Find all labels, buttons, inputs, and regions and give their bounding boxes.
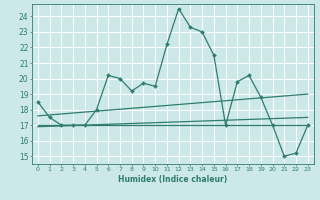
X-axis label: Humidex (Indice chaleur): Humidex (Indice chaleur) <box>118 175 228 184</box>
